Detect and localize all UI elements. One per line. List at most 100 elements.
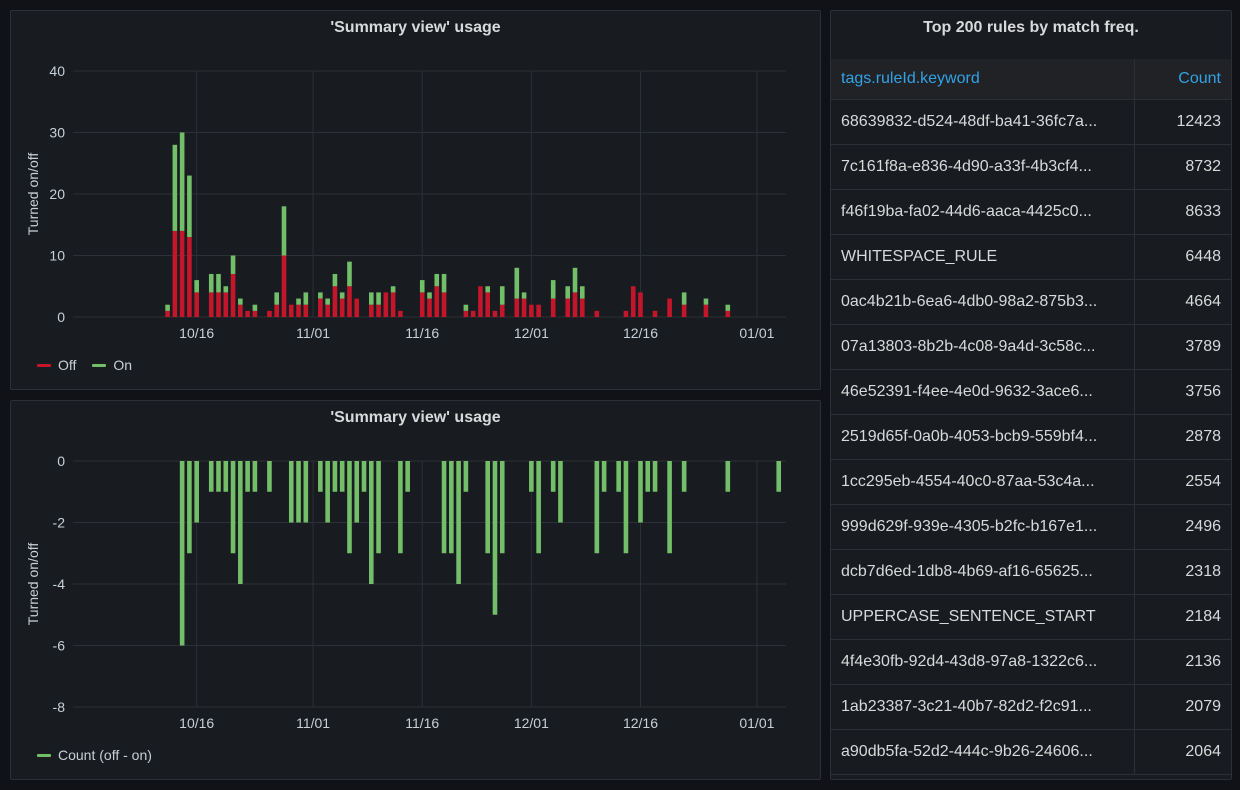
table-row[interactable]: 7c161f8a-e836-4d90-a33f-4b3cf4... 8732 [831,144,1231,190]
bar-on[interactable] [565,286,571,299]
bar-on[interactable] [441,273,447,293]
bar-on[interactable] [514,267,520,299]
bar-count[interactable] [638,461,643,523]
bar-off[interactable] [652,310,658,317]
bar-count[interactable] [725,461,731,492]
bar-off[interactable] [550,298,556,317]
bar-count[interactable] [536,461,541,554]
bar-count[interactable] [339,461,345,492]
table-row[interactable]: WHITESPACE_RULE 6448 [831,234,1231,280]
bar-on[interactable] [368,292,374,305]
table-row[interactable]: 0ac4b21b-6ea6-4db0-98a2-875b3... 4664 [831,279,1231,325]
bar-on[interactable] [216,273,221,293]
bar-off[interactable] [267,310,272,317]
table-row[interactable]: 1ab23387-3c21-40b7-82d2-f2c91... 2079 [831,684,1231,730]
bar-off[interactable] [223,292,229,317]
bar-count[interactable] [652,461,658,492]
bar-off[interactable] [470,310,476,317]
bar-count[interactable] [529,461,534,492]
bar-count[interactable] [623,461,629,554]
bar-off[interactable] [638,292,643,317]
bar-count[interactable] [252,461,258,492]
bar-count[interactable] [485,461,491,554]
bar-on[interactable] [681,292,687,305]
panel-title[interactable]: 'Summary view' usage [330,19,501,36]
bar-off[interactable] [238,304,243,317]
bar-off[interactable] [463,310,469,317]
bar-off[interactable] [398,310,403,317]
table-row[interactable]: 46e52391-f4ee-4e0d-9632-3ace6... 3756 [831,369,1231,415]
bar-off[interactable] [274,304,280,317]
bar-off[interactable] [296,304,301,317]
bar-off[interactable] [383,292,389,317]
table-row[interactable]: 07a13803-8b2b-4c08-9a4d-3c58c... 3789 [831,324,1231,370]
bar-off[interactable] [725,310,731,317]
bar-count[interactable] [208,461,214,492]
bar-on[interactable] [187,175,192,238]
bar-off[interactable] [485,292,491,317]
bar-off[interactable] [368,304,374,317]
bar-off[interactable] [514,298,520,317]
table-row[interactable]: 2519d65f-0a0b-4053-bcb9-559bf4... 2878 [831,414,1231,460]
bar-count[interactable] [354,461,360,523]
bar-count[interactable] [296,461,301,523]
bar-on[interactable] [725,304,731,311]
bar-off[interactable] [623,310,629,317]
bar-on[interactable] [281,206,287,256]
bar-on[interactable] [194,280,199,293]
bar-off[interactable] [288,304,294,317]
bar-count[interactable] [303,461,309,523]
bar-count[interactable] [288,461,294,523]
bar-on[interactable] [332,273,338,287]
bar-off[interactable] [630,286,636,317]
bar-count[interactable] [558,461,563,523]
bar-count[interactable] [667,461,672,554]
bar-count[interactable] [347,461,352,554]
bar-count[interactable] [594,461,600,554]
bar-off[interactable] [521,298,527,317]
bar-on[interactable] [499,286,505,305]
panel-title[interactable]: 'Summary view' usage [330,409,501,426]
bar-count[interactable] [616,461,621,492]
bar-on[interactable] [172,144,178,231]
bar-off[interactable] [281,255,287,318]
bar-on[interactable] [376,292,381,305]
bar-count[interactable] [267,461,272,492]
bar-count[interactable] [361,461,367,492]
bar-count[interactable] [216,461,221,492]
bar-on[interactable] [179,132,185,231]
bar-count[interactable] [368,461,374,584]
table-row[interactable]: UPPERCASE_SENTENCE_START 2184 [831,594,1231,640]
bar-off[interactable] [354,298,360,317]
bar-off[interactable] [434,286,440,317]
bar-on[interactable] [325,298,330,305]
bar-off[interactable] [579,298,585,317]
bar-off[interactable] [230,273,236,317]
bar-on[interactable] [318,292,323,299]
bar-off[interactable] [347,286,352,317]
bar-count[interactable] [230,461,236,554]
bar-on[interactable] [579,286,585,299]
bar-off[interactable] [194,292,199,317]
bar-count[interactable] [499,461,505,554]
bar-on[interactable] [223,286,229,293]
bar-off[interactable] [529,304,534,317]
bar-on[interactable] [521,292,527,299]
bar-on[interactable] [485,286,491,293]
bar-count[interactable] [318,461,323,492]
bar-count[interactable] [601,461,607,492]
bar-off[interactable] [245,310,250,317]
bar-on[interactable] [419,280,425,293]
bar-on[interactable] [208,273,214,293]
bar-count[interactable] [441,461,447,554]
bar-count[interactable] [463,461,469,492]
bar-off[interactable] [390,292,396,317]
legend-item-on[interactable]: On [92,357,132,373]
bar-count[interactable] [398,461,403,554]
bar-off[interactable] [427,298,432,317]
bar-off[interactable] [303,304,309,317]
bar-off[interactable] [318,298,323,317]
bar-off[interactable] [703,304,709,317]
bar-off[interactable] [536,304,541,317]
bar-off[interactable] [376,304,381,317]
